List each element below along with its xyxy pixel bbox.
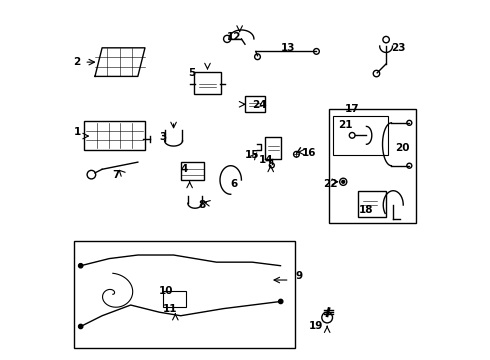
Text: 9: 9 [295, 271, 302, 282]
Text: 3: 3 [159, 132, 167, 142]
Text: 24: 24 [252, 100, 267, 110]
Text: 6: 6 [231, 179, 238, 189]
Bar [163, 291, 186, 307]
Text: 8: 8 [198, 200, 206, 210]
Text: 11: 11 [163, 303, 177, 314]
Bar [181, 162, 204, 180]
Text: 17: 17 [345, 104, 360, 113]
Text: 7: 7 [113, 170, 120, 180]
Circle shape [279, 299, 283, 303]
Text: 13: 13 [281, 43, 295, 53]
Text: 2: 2 [74, 57, 81, 67]
Text: 23: 23 [392, 43, 406, 53]
FancyBboxPatch shape [194, 72, 221, 94]
Bar [74, 241, 295, 348]
Text: 19: 19 [309, 321, 323, 332]
Text: 1: 1 [74, 127, 81, 137]
Text: 18: 18 [359, 205, 374, 215]
FancyBboxPatch shape [358, 191, 386, 217]
FancyBboxPatch shape [84, 121, 145, 150]
Text: 12: 12 [227, 32, 242, 42]
Text: 10: 10 [159, 286, 173, 296]
Bar [245, 96, 265, 112]
Text: 20: 20 [395, 143, 409, 153]
Text: 21: 21 [338, 120, 352, 130]
Text: 15: 15 [245, 150, 259, 160]
Circle shape [78, 264, 83, 268]
Text: 16: 16 [302, 148, 317, 158]
Circle shape [342, 180, 344, 183]
Text: 22: 22 [323, 179, 338, 189]
Text: 5: 5 [188, 68, 195, 78]
Text: 14: 14 [259, 156, 273, 165]
Bar [333, 116, 388, 155]
Bar [329, 109, 416, 223]
Text: 4: 4 [180, 164, 188, 174]
Circle shape [78, 324, 83, 329]
